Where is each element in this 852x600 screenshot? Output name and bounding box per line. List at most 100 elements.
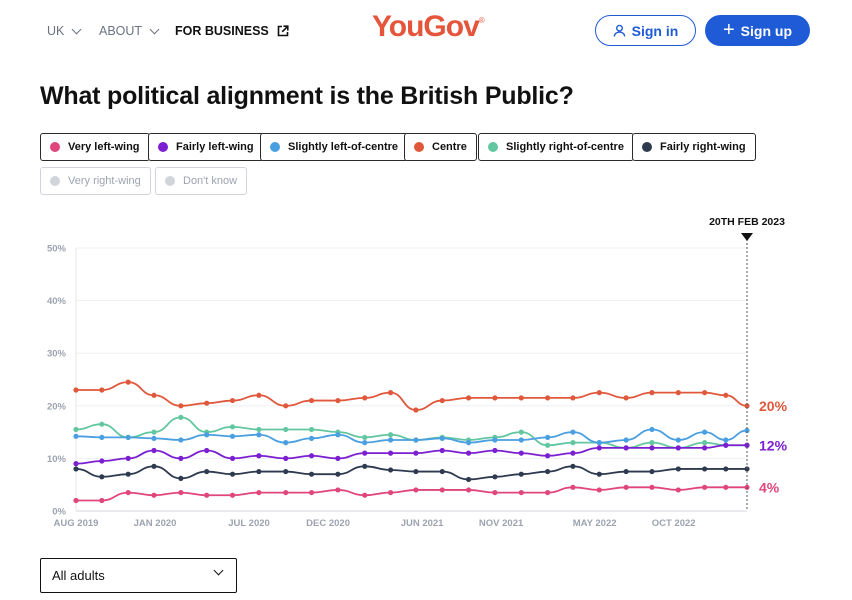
legend-chip-fairly-right-wing[interactable]: Fairly right-wing bbox=[632, 133, 756, 161]
legend-chip-dont-know[interactable]: Don't know bbox=[155, 167, 248, 195]
data-point bbox=[596, 390, 602, 396]
data-point bbox=[73, 426, 79, 433]
data-point bbox=[362, 463, 368, 469]
audience-select-value: All adults bbox=[52, 568, 105, 583]
data-point bbox=[675, 437, 681, 443]
data-point bbox=[256, 468, 262, 475]
data-point bbox=[308, 471, 315, 477]
data-point bbox=[178, 455, 184, 461]
data-point bbox=[178, 403, 184, 409]
end-labels: 20% 12% 4% bbox=[759, 398, 788, 496]
data-point bbox=[283, 440, 289, 446]
data-point bbox=[229, 424, 236, 430]
series-line bbox=[75, 465, 747, 481]
data-point bbox=[229, 455, 236, 461]
chevron-down-icon bbox=[149, 24, 160, 34]
x-tick-label: NOV 2021 bbox=[479, 518, 524, 529]
data-point bbox=[73, 466, 79, 472]
data-point bbox=[518, 437, 524, 443]
data-point bbox=[623, 484, 629, 490]
data-point bbox=[387, 450, 394, 456]
nav-uk[interactable]: UK bbox=[47, 24, 82, 38]
legend-dot bbox=[270, 142, 280, 152]
nav-for-business[interactable]: FOR BUSINESS bbox=[175, 24, 289, 38]
data-point bbox=[73, 497, 79, 504]
data-point bbox=[596, 440, 602, 446]
data-point bbox=[465, 476, 472, 483]
data-point bbox=[204, 432, 210, 438]
data-point bbox=[335, 432, 341, 438]
legend-chip-slightly-right-of-centre[interactable]: Slightly right-of-centre bbox=[478, 133, 634, 161]
data-point bbox=[283, 468, 289, 475]
chevron-down-icon bbox=[213, 565, 224, 576]
data-point bbox=[178, 475, 184, 481]
yougov-logo[interactable]: YouGov® bbox=[372, 10, 485, 44]
data-point bbox=[335, 471, 341, 477]
x-tick-label: JUN 2021 bbox=[401, 518, 444, 529]
data-point bbox=[596, 471, 602, 477]
legend-dot bbox=[165, 176, 175, 186]
data-point bbox=[335, 455, 341, 461]
data-point bbox=[283, 403, 289, 409]
data-point bbox=[178, 437, 184, 443]
data-point bbox=[702, 440, 708, 446]
legend-chip-centre[interactable]: Centre bbox=[404, 133, 477, 161]
data-point bbox=[308, 426, 315, 433]
data-point bbox=[151, 492, 157, 498]
data-point bbox=[151, 463, 157, 469]
data-point bbox=[283, 489, 289, 496]
nav-about[interactable]: ABOUT bbox=[99, 24, 160, 38]
data-point bbox=[413, 468, 419, 475]
data-point bbox=[518, 395, 524, 401]
data-point bbox=[439, 447, 445, 454]
logo-text: YouGov bbox=[372, 10, 480, 43]
nav-uk-label: UK bbox=[47, 24, 65, 38]
data-point bbox=[570, 463, 576, 469]
data-point bbox=[723, 466, 729, 472]
data-point bbox=[518, 450, 524, 456]
data-point bbox=[623, 468, 629, 475]
data-point bbox=[492, 474, 498, 480]
data-point bbox=[99, 474, 105, 480]
legend-chip-fairly-left-wing[interactable]: Fairly left-wing bbox=[148, 133, 264, 161]
legend-label: Fairly right-wing bbox=[660, 141, 746, 153]
data-point bbox=[702, 390, 708, 396]
data-point bbox=[492, 437, 498, 443]
data-point bbox=[439, 487, 445, 493]
logo-registered-mark: ® bbox=[478, 16, 485, 25]
chevron-down-icon bbox=[71, 24, 82, 34]
legend-dot bbox=[488, 142, 498, 152]
data-point bbox=[518, 489, 524, 496]
y-tick-label: 30% bbox=[47, 349, 67, 360]
data-point bbox=[387, 489, 394, 496]
date-marker: 20TH FEB 2023 bbox=[709, 216, 785, 511]
data-point bbox=[570, 484, 576, 490]
data-point bbox=[73, 433, 79, 439]
data-point bbox=[125, 455, 131, 461]
data-point bbox=[256, 392, 262, 398]
sign-in-button[interactable]: Sign in bbox=[595, 15, 696, 46]
data-point bbox=[623, 437, 629, 443]
audience-select[interactable]: All adults bbox=[40, 558, 237, 593]
data-point bbox=[675, 390, 681, 396]
sign-up-button[interactable]: + Sign up bbox=[705, 15, 810, 46]
data-point bbox=[465, 395, 472, 401]
legend-chip-slightly-left-of-centre[interactable]: Slightly left-of-centre bbox=[260, 133, 409, 161]
data-point bbox=[723, 437, 729, 443]
data-point bbox=[413, 407, 419, 413]
data-point bbox=[204, 468, 210, 475]
data-point bbox=[125, 379, 131, 385]
data-point bbox=[675, 487, 681, 493]
legend-label: Slightly right-of-centre bbox=[506, 141, 624, 153]
data-point bbox=[545, 395, 551, 401]
data-point bbox=[413, 487, 419, 493]
x-tick-label: JUL 2020 bbox=[228, 518, 270, 529]
series-line bbox=[75, 416, 747, 449]
legend-chip-very-right-wing[interactable]: Very right-wing bbox=[40, 167, 151, 195]
legend-chip-very-left-wing[interactable]: Very left-wing bbox=[40, 133, 150, 161]
data-point bbox=[649, 468, 655, 475]
data-point bbox=[545, 489, 551, 496]
y-tick-label: 10% bbox=[47, 454, 67, 465]
series-fairly-left-wing bbox=[73, 442, 750, 467]
data-point bbox=[744, 403, 750, 409]
